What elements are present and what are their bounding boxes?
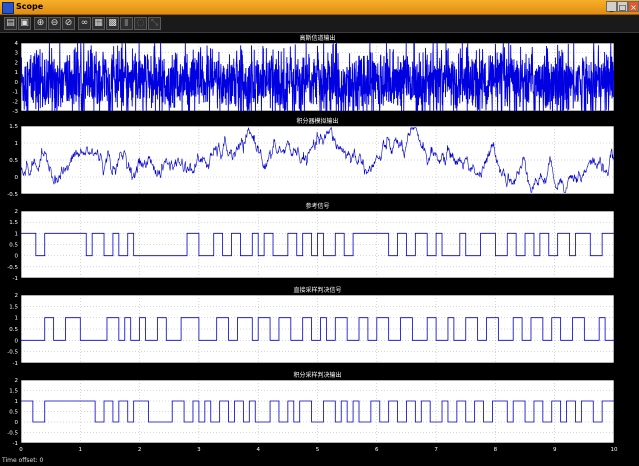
maximize-button[interactable]: □ (617, 1, 628, 12)
zoom-in-icon[interactable]: ⊕ (34, 17, 47, 30)
y-tick-label: 1.5 (9, 220, 18, 226)
toolbar: ▤ ▣ ⊕ ⊖ ⊘ ∞ ▦ ▩ ▮ ◌ ⤡ (0, 15, 639, 33)
y-tick-label: 0 (15, 254, 19, 260)
time-offset-value: 0 (39, 457, 44, 464)
scope-panel-1: 高斯信道输出 -3 -2 -1 0 1 2 3 4 (13, 34, 615, 115)
y-tick-label: 0.5 (9, 327, 18, 333)
y-tick-label: 1 (15, 316, 19, 322)
zoom-y-icon[interactable]: ⊘ (62, 17, 75, 30)
panel-title-4: 直接采样判决信号 (293, 286, 341, 294)
y-tick-label: 1.5 (9, 124, 18, 130)
y-tick-label: -0.5 (7, 192, 18, 198)
x-tick-label: 0 (19, 447, 23, 453)
y-tick-label: -2 (13, 99, 18, 105)
y-tick-label: 4 (15, 41, 19, 47)
y-tick-label: 0 (15, 338, 19, 344)
x-tick-label: 9 (553, 447, 557, 453)
x-tick-label: 6 (375, 447, 379, 453)
y-tick-label: 2 (15, 293, 19, 299)
trace-line-3 (21, 232, 614, 257)
y-tick-label: 0 (15, 420, 19, 426)
restore-axes-icon[interactable]: ▩ (106, 17, 119, 30)
trace-line-5 (21, 400, 614, 423)
y-tick-label: 0 (15, 80, 19, 86)
y-tick-label: 2 (15, 378, 19, 384)
x-tick-label: 5 (316, 447, 320, 453)
parameters-icon[interactable]: ▣ (18, 17, 31, 30)
trace-line-4 (21, 317, 614, 341)
trace-line-1 (21, 43, 614, 111)
x-tick-label: 3 (197, 447, 201, 453)
scope-panel-5: 积分采样判决输出 -1 -0.5 0 0.5 1 1.5 2 0 1 2 3 4 5 6 7 8 9 10 (7, 371, 618, 453)
x-tick-label: 2 (138, 447, 142, 453)
y-tick-label: 1 (15, 141, 19, 147)
save-axes-icon[interactable]: ▦ (92, 17, 105, 30)
y-tick-label: -1 (13, 361, 18, 367)
x-tick-label: 4 (256, 447, 260, 453)
y-tick-label: 3 (15, 51, 19, 57)
y-tick-label: -0.5 (7, 265, 18, 271)
signal-selection-icon[interactable]: ⤡ (148, 17, 161, 30)
lock-axes-icon[interactable]: ◌ (134, 17, 147, 30)
y-tick-label: -1 (13, 90, 18, 96)
y-tick-label: 1.5 (9, 304, 18, 310)
trace-line-2 (21, 127, 614, 193)
status-bar: Time offset: 0 (0, 455, 639, 466)
panel-title-2: 积分器模拟输出 (296, 117, 338, 125)
x-tick-label: 10 (611, 447, 618, 453)
y-tick-label: 1 (15, 231, 19, 237)
minimize-button[interactable]: _ (606, 1, 617, 12)
y-tick-label: 1 (15, 399, 19, 405)
scope-panel-4: 直接采样判决信号 -1 -0.5 0 0.5 1 1.5 2 (7, 286, 615, 367)
scope-app-icon (2, 2, 14, 14)
y-tick-label: -0.5 (7, 431, 18, 437)
scope-panel-2: 积分器模拟输出 -0.5 0 0.5 1 1.5 (7, 117, 615, 198)
panel-title-5: 积分采样判决输出 (293, 371, 341, 379)
y-tick-label: -1 (13, 276, 18, 282)
binoculars-icon[interactable]: ∞ (78, 17, 91, 30)
plot-area-5 (20, 379, 615, 444)
x-tick-label: 1 (79, 447, 83, 453)
time-offset-label: Time offset: 0 (2, 455, 43, 466)
y-tick-label: 0.5 (9, 158, 18, 164)
zoom-x-icon[interactable]: ⊖ (48, 17, 61, 30)
scope-figure[interactable]: 高斯信道输出-3-2-101234积分器模拟输出-0.500.511.5参考信号… (0, 33, 639, 455)
y-tick-label: 1.5 (9, 389, 18, 395)
y-tick-label: 0 (15, 175, 19, 181)
floating-scope-icon[interactable]: ▮ (120, 17, 133, 30)
time-offset-label-text: Time offset: (2, 457, 38, 464)
window-title: Scope (16, 2, 44, 11)
y-tick-label: 0.5 (9, 243, 18, 249)
y-tick-label: 2 (15, 209, 19, 215)
x-tick-label: 8 (494, 447, 498, 453)
panel-title-1: 高斯信道输出 (299, 34, 335, 42)
print-icon[interactable]: ▤ (4, 17, 17, 30)
close-button[interactable]: × (628, 1, 639, 12)
y-tick-label: -3 (13, 109, 19, 115)
y-tick-label: 2 (15, 60, 19, 66)
y-tick-label: -1 (13, 441, 18, 447)
x-tick-label: 7 (434, 447, 438, 453)
y-tick-label: -0.5 (7, 350, 18, 356)
scope-panel-3: 参考信号 -1 -0.5 0 0.5 1 1.5 2 (7, 202, 615, 282)
panel-title-3: 参考信号 (305, 202, 329, 210)
y-tick-label: 1 (15, 70, 19, 76)
y-tick-label: 0.5 (9, 410, 18, 416)
title-bar[interactable]: Scope _ □ × (0, 0, 639, 15)
